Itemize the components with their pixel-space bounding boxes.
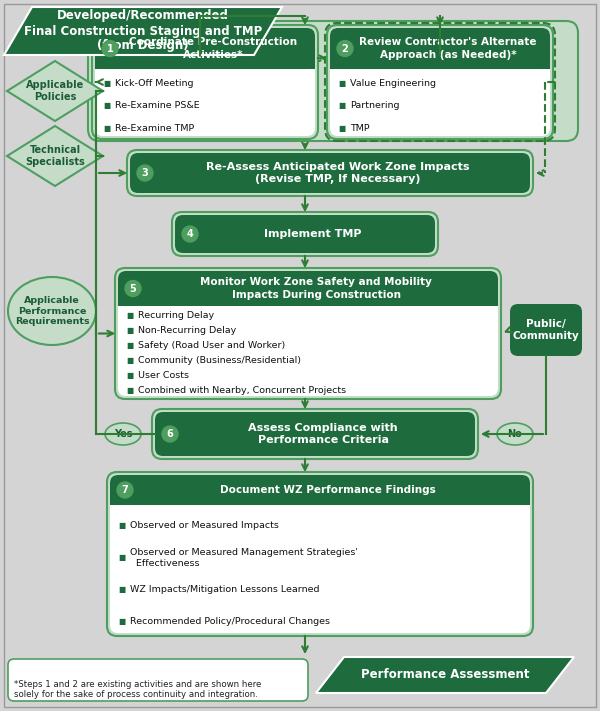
- Text: 7: 7: [122, 485, 128, 495]
- Polygon shape: [7, 126, 103, 186]
- FancyBboxPatch shape: [8, 659, 308, 701]
- Text: ■: ■: [127, 386, 134, 395]
- Text: 5: 5: [130, 284, 136, 294]
- FancyBboxPatch shape: [92, 25, 318, 139]
- Text: ■: ■: [103, 124, 110, 133]
- Circle shape: [182, 226, 198, 242]
- Text: ■: ■: [338, 102, 346, 110]
- FancyBboxPatch shape: [95, 28, 315, 136]
- Text: 2: 2: [341, 43, 349, 53]
- Text: Value Engineering: Value Engineering: [350, 79, 436, 88]
- FancyBboxPatch shape: [152, 409, 478, 459]
- Text: ■: ■: [127, 311, 134, 320]
- Text: Coordinate Pre-Construction
Activities*: Coordinate Pre-Construction Activities*: [129, 37, 297, 60]
- Circle shape: [337, 41, 353, 56]
- Polygon shape: [316, 657, 574, 693]
- Text: Recurring Delay: Recurring Delay: [138, 311, 214, 320]
- Circle shape: [162, 426, 178, 442]
- Text: *Steps 1 and 2 are existing activities and are shown here
solely for the sake of: *Steps 1 and 2 are existing activities a…: [14, 680, 262, 700]
- Text: Re-Assess Anticipated Work Zone Impacts
(Revise TMP, If Necessary): Re-Assess Anticipated Work Zone Impacts …: [206, 162, 470, 184]
- FancyBboxPatch shape: [175, 215, 435, 253]
- FancyBboxPatch shape: [118, 271, 498, 306]
- Text: ■: ■: [103, 79, 110, 88]
- Text: Community (Business/Residential): Community (Business/Residential): [138, 356, 301, 365]
- Text: Assess Compliance with
Performance Criteria: Assess Compliance with Performance Crite…: [248, 423, 398, 445]
- Text: ■: ■: [118, 585, 125, 594]
- Ellipse shape: [105, 423, 141, 445]
- FancyBboxPatch shape: [118, 271, 498, 396]
- FancyBboxPatch shape: [330, 28, 550, 69]
- Text: Observed or Measured Management Strategies'
  Effectiveness: Observed or Measured Management Strategi…: [130, 548, 358, 567]
- Text: Observed or Measured Impacts: Observed or Measured Impacts: [130, 521, 279, 530]
- Text: ■: ■: [127, 341, 134, 351]
- Text: Applicable
Performance
Requirements: Applicable Performance Requirements: [14, 296, 89, 326]
- Text: Performance Assessment: Performance Assessment: [361, 668, 529, 682]
- Text: Technical
Specialists: Technical Specialists: [25, 145, 85, 167]
- FancyBboxPatch shape: [115, 268, 501, 399]
- FancyBboxPatch shape: [95, 28, 315, 69]
- Text: Kick-Off Meeting: Kick-Off Meeting: [115, 79, 193, 88]
- Text: ■: ■: [127, 371, 134, 380]
- Bar: [110, 490, 530, 505]
- Text: TMP: TMP: [350, 124, 370, 133]
- FancyBboxPatch shape: [127, 150, 533, 196]
- Text: ■: ■: [338, 79, 346, 88]
- Text: Developed/Recommended
Final Construction Staging and TMP
(from Design): Developed/Recommended Final Construction…: [24, 9, 262, 53]
- Circle shape: [137, 165, 153, 181]
- FancyBboxPatch shape: [107, 472, 533, 636]
- Text: Yes: Yes: [114, 429, 132, 439]
- Text: User Costs: User Costs: [138, 371, 189, 380]
- Text: No: No: [508, 429, 523, 439]
- Bar: [118, 289, 498, 306]
- FancyBboxPatch shape: [327, 25, 553, 139]
- FancyBboxPatch shape: [88, 21, 578, 141]
- Text: Combined with Nearby, Concurrent Projects: Combined with Nearby, Concurrent Project…: [138, 386, 346, 395]
- FancyBboxPatch shape: [172, 212, 438, 256]
- Text: WZ Impacts/Mitigation Lessons Learned: WZ Impacts/Mitigation Lessons Learned: [130, 585, 320, 594]
- FancyBboxPatch shape: [130, 153, 530, 193]
- Text: 1: 1: [107, 43, 113, 53]
- Bar: [95, 48, 315, 69]
- Ellipse shape: [8, 277, 96, 345]
- Text: Recommended Policy/Procedural Changes: Recommended Policy/Procedural Changes: [130, 617, 330, 626]
- Text: 4: 4: [187, 229, 193, 239]
- Polygon shape: [4, 7, 282, 55]
- Text: Safety (Road User and Worker): Safety (Road User and Worker): [138, 341, 285, 351]
- Text: ■: ■: [118, 553, 125, 562]
- Text: Partnering: Partnering: [350, 102, 400, 110]
- FancyBboxPatch shape: [155, 412, 475, 456]
- Text: Document WZ Performance Findings: Document WZ Performance Findings: [220, 485, 436, 495]
- Text: ■: ■: [127, 326, 134, 336]
- Text: Monitor Work Zone Safety and Mobility
Impacts During Construction: Monitor Work Zone Safety and Mobility Im…: [200, 277, 432, 300]
- Text: 6: 6: [167, 429, 173, 439]
- Text: Public/
Community: Public/ Community: [512, 319, 580, 341]
- Circle shape: [125, 281, 141, 296]
- Text: ■: ■: [127, 356, 134, 365]
- Circle shape: [102, 41, 118, 56]
- Text: 3: 3: [142, 168, 148, 178]
- Text: ■: ■: [338, 124, 346, 133]
- Text: ■: ■: [118, 521, 125, 530]
- Text: Non-Recurring Delay: Non-Recurring Delay: [138, 326, 236, 336]
- FancyBboxPatch shape: [110, 475, 530, 633]
- Circle shape: [117, 482, 133, 498]
- Text: ■: ■: [118, 617, 125, 626]
- Text: Review Contractor's Alternate
Approach (as Needed)*: Review Contractor's Alternate Approach (…: [359, 37, 537, 60]
- FancyBboxPatch shape: [110, 475, 530, 505]
- Text: Re-Examine PS&E: Re-Examine PS&E: [115, 102, 200, 110]
- Bar: [330, 48, 550, 69]
- Text: ■: ■: [103, 102, 110, 110]
- FancyBboxPatch shape: [330, 28, 550, 136]
- FancyBboxPatch shape: [510, 304, 582, 356]
- Polygon shape: [7, 61, 103, 121]
- Text: Applicable
Policies: Applicable Policies: [26, 80, 84, 102]
- Text: Implement TMP: Implement TMP: [264, 229, 362, 239]
- Ellipse shape: [497, 423, 533, 445]
- Text: Re-Examine TMP: Re-Examine TMP: [115, 124, 194, 133]
